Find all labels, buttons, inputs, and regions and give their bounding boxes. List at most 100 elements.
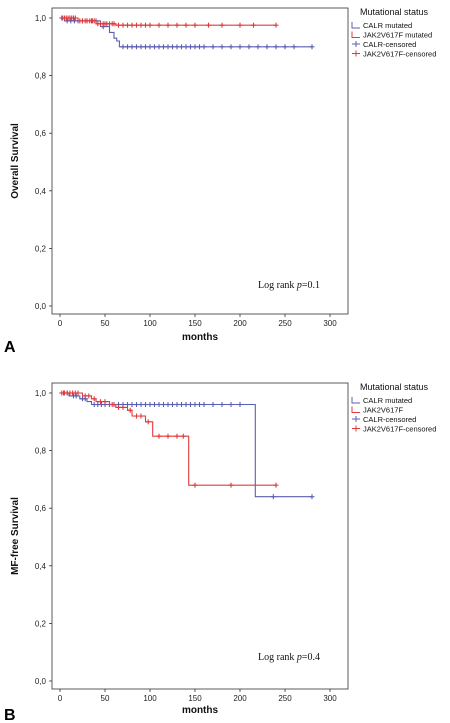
y-axis-label-a: Overall Survival (10, 123, 21, 199)
censor-mark-b-jak2 (86, 393, 92, 399)
x-tick-label-b: 250 (278, 694, 292, 703)
x-tick-label-b: 50 (101, 694, 110, 703)
censor-mark-b-calr (219, 402, 225, 408)
censor-mark-a-calr (255, 44, 261, 50)
x-tick-label-b: 100 (143, 694, 157, 703)
censor-mark-a-jak2 (129, 22, 135, 28)
y-tick-label-a: 0,0 (35, 302, 47, 311)
legend-title-b: Mutational status (360, 382, 429, 392)
censor-mark-b-calr (156, 402, 162, 408)
log-rank-p-a: p (296, 280, 302, 291)
y-tick-label-b: 1,0 (35, 389, 47, 398)
y-tick-label-a: 0,6 (35, 129, 47, 138)
censor-mark-a-jak2 (174, 22, 180, 28)
y-tick-label-a: 0,2 (35, 244, 47, 253)
censor-mark-a-calr (170, 44, 175, 50)
censor-mark-b-jak2 (192, 482, 198, 488)
panel-letter-b: B (4, 707, 16, 723)
x-tick-label-b: 200 (233, 694, 247, 703)
x-tick-label-a: 250 (278, 319, 292, 328)
censor-mark-a-jak2 (237, 22, 243, 28)
censor-mark-a-calr (309, 44, 315, 50)
censor-mark-b-calr (237, 402, 243, 408)
x-tick-label-a: 200 (233, 319, 247, 328)
censor-mark-b-jak2 (91, 396, 97, 402)
log-rank-annotation-a: Log rank p=0.1 (258, 280, 320, 291)
x-tick-label-a: 300 (323, 319, 337, 328)
censor-mark-a-jak2 (138, 22, 144, 28)
legend-symbol-b (351, 397, 360, 404)
legend-background-b (350, 378, 446, 458)
x-tick-label-b: 0 (58, 694, 63, 703)
censor-mark-b-jak2 (174, 433, 180, 439)
censor-mark-b-calr (129, 402, 135, 408)
censor-mark-a-calr (219, 44, 225, 50)
censor-mark-a-calr (183, 44, 189, 50)
censor-mark-a-calr (192, 44, 198, 50)
censor-mark-b-calr (73, 393, 79, 399)
log-rank-value-b: =0.4 (302, 652, 320, 663)
censor-mark-a-jak2 (165, 22, 171, 28)
censor-mark-a-calr (143, 44, 148, 50)
censor-mark-a-calr (228, 44, 234, 50)
censor-mark-b-calr (138, 402, 144, 408)
censor-mark-b-calr (179, 402, 184, 408)
censor-mark-a-calr (174, 44, 180, 50)
legend-line-symbol-b (351, 406, 360, 413)
legend-label-b: JAK2V617F-censored (363, 425, 436, 434)
y-tick-label-b: 0,8 (35, 447, 47, 456)
censor-mark-b-jak2 (75, 390, 81, 396)
censor-mark-a-jak2 (111, 21, 117, 27)
y-tick-label-a: 0,4 (35, 187, 47, 196)
censor-mark-b-calr (192, 402, 198, 408)
legend-symbol-a (352, 41, 360, 47)
x-tick-label-b: 150 (188, 694, 202, 703)
censor-mark-a-calr (165, 44, 171, 50)
censor-mark-a-calr (201, 44, 207, 50)
censor-mark-a-calr (179, 44, 184, 50)
censor-mark-a-calr (129, 44, 135, 50)
legend-symbol-a (351, 22, 360, 29)
censor-mark-a-calr (134, 44, 139, 50)
legend-line-symbol-a (351, 22, 360, 29)
legend-symbol-b (351, 406, 360, 413)
censor-mark-b-calr (228, 402, 234, 408)
censor-mark-b-calr (309, 494, 315, 500)
censor-mark-a-calr (246, 44, 252, 50)
censor-mark-b-jak2 (127, 407, 133, 413)
log-rank-prefix-a: Log rank (258, 280, 297, 291)
legend-label-a: CALR mutated (363, 21, 412, 30)
x-tick-label-b: 300 (323, 694, 337, 703)
censor-mark-a-calr (237, 44, 243, 50)
log-rank-p-b: p (296, 652, 302, 663)
legend-background-a (350, 5, 446, 85)
censor-mark-a-calr (273, 44, 279, 50)
survival-curve-b-calr (60, 392, 312, 498)
y-tick-label-a: 0,8 (35, 72, 47, 81)
censor-mark-b-jak2 (145, 419, 151, 425)
legend-symbol-a (351, 31, 360, 38)
censor-mark-b-calr (165, 402, 171, 408)
censor-mark-b-calr (152, 402, 157, 408)
x-tick-label-a: 0 (58, 319, 63, 328)
censor-mark-a-jak2 (116, 22, 121, 28)
censor-mark-a-calr (188, 44, 193, 50)
censor-mark-a-calr (156, 44, 162, 50)
censor-mark-b-calr (183, 402, 189, 408)
censor-mark-b-calr (125, 402, 130, 408)
legend-label-a: CALR-censored (363, 40, 416, 49)
log-rank-annotation-b: Log rank p=0.4 (258, 652, 320, 663)
censor-mark-a-calr (138, 44, 144, 50)
censor-mark-a-jak2 (91, 18, 97, 24)
censor-mark-a-calr (282, 44, 288, 50)
censor-mark-b-jak2 (138, 413, 144, 419)
censor-mark-a-jak2 (143, 22, 148, 28)
plot-frame-b (51, 382, 349, 690)
censor-mark-a-jak2 (120, 22, 126, 28)
censor-mark-a-calr (161, 44, 166, 50)
panel-letter-a: A (4, 339, 16, 356)
censor-mark-a-jak2 (251, 22, 256, 28)
censor-mark-b-calr (170, 402, 175, 408)
